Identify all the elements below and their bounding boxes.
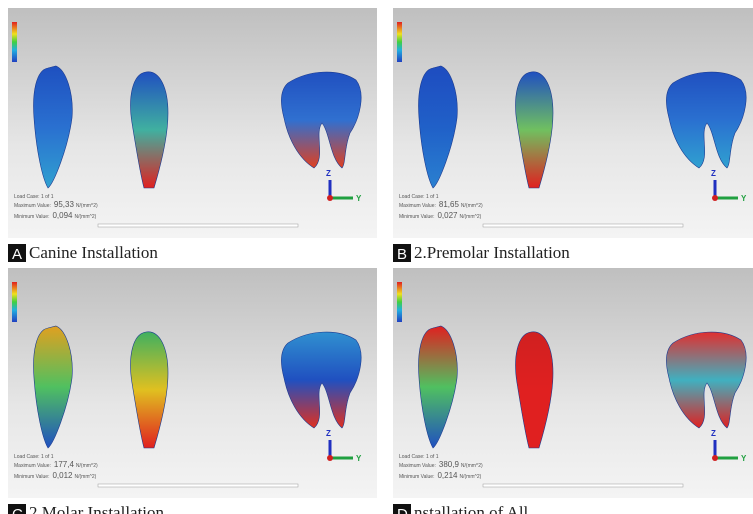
axis-z-label: Z: [711, 169, 716, 178]
load-case: Load Case: 1 of 1: [399, 454, 439, 460]
scale-bar: [483, 224, 683, 227]
panel-letter: D: [397, 506, 408, 514]
panel-caption: nstallation of All: [414, 503, 529, 514]
color-legend: [12, 282, 17, 322]
panel-letter: C: [12, 506, 23, 514]
panel-caption: 2.Molar Installation: [29, 503, 165, 514]
axis-y-label: Y: [356, 454, 362, 463]
axis-origin: [712, 455, 718, 461]
axis-origin: [327, 455, 333, 461]
scale-bar: [98, 484, 298, 487]
load-case: Load Case: 1 of 1: [14, 194, 54, 200]
color-legend: [12, 22, 17, 62]
panel-letter: B: [397, 246, 407, 263]
axis-z-label: Z: [326, 429, 331, 438]
axis-y-label: Y: [741, 454, 747, 463]
load-case: Load Case: 1 of 1: [14, 454, 54, 460]
panel-letter: A: [12, 246, 22, 263]
axis-z-label: Z: [711, 429, 716, 438]
scale-bar: [483, 484, 683, 487]
panel-caption: 2.Premolar Installation: [414, 243, 570, 262]
axis-origin: [712, 195, 718, 201]
color-legend: [397, 282, 402, 322]
panel-caption: Canine Installation: [29, 243, 158, 262]
axis-z-label: Z: [326, 169, 331, 178]
load-case: Load Case: 1 of 1: [399, 194, 439, 200]
figure: Load Case: 1 of 1Maximum Value:95,33N/(m…: [0, 0, 753, 514]
color-legend: [397, 22, 402, 62]
scale-bar: [98, 224, 298, 227]
axis-origin: [327, 195, 333, 201]
axis-y-label: Y: [741, 194, 747, 203]
axis-y-label: Y: [356, 194, 362, 203]
